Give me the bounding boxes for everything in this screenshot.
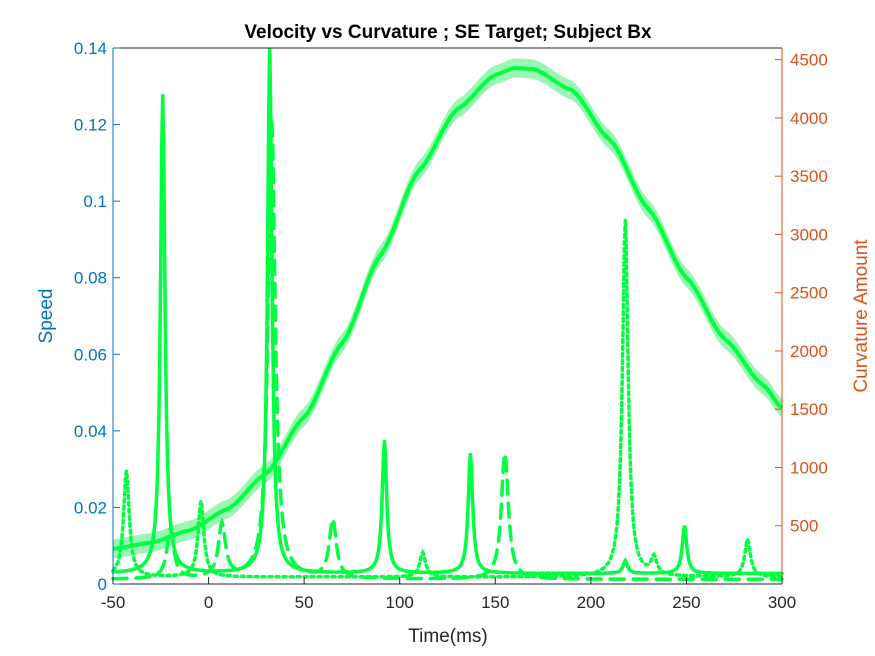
left-tick-label: 0.08 (74, 269, 107, 288)
left-axis-label: Speed (36, 289, 57, 344)
x-tick-label: 0 (204, 593, 213, 612)
left-tick-label: 0.1 (83, 192, 107, 211)
right-tick-label: 2500 (790, 284, 828, 303)
right-tick-label: 1500 (790, 400, 828, 419)
speed-band (113, 58, 782, 559)
chart-title: Velocity vs Curvature ; SE Target; Subje… (244, 22, 652, 43)
curvature-line-dotted (111, 220, 784, 579)
right-tick-label: 500 (790, 517, 818, 536)
left-tick-label: 0.04 (74, 422, 107, 441)
axes: 00.020.040.060.080.10.120.14 50010001500… (74, 39, 828, 612)
left-tick-label: 0.14 (74, 39, 107, 58)
speed-confidence-band (113, 58, 782, 559)
left-tick-label: 0.06 (74, 345, 107, 364)
right-tick-label: 3500 (790, 167, 828, 186)
x-axis-label: Time(ms) (408, 626, 488, 647)
x-tick-label: 100 (386, 593, 414, 612)
right-tick-label: 4500 (790, 51, 828, 70)
x-tick-label: 250 (672, 593, 700, 612)
x-tick-label: 200 (577, 593, 605, 612)
curvature-line-dashed (111, 117, 784, 582)
x-tick-label: -50 (101, 593, 126, 612)
speed-series (112, 65, 784, 551)
x-tick-label: 300 (768, 593, 796, 612)
plot-area (111, 47, 784, 582)
speed-line (112, 65, 784, 551)
curvature-line-solid (111, 47, 784, 576)
right-tick-label: 1000 (790, 458, 828, 477)
right-tick-label: 2000 (790, 342, 828, 361)
x-tick-label: 150 (481, 593, 509, 612)
right-tick-label: 3000 (790, 225, 828, 244)
left-tick-label: 0 (98, 575, 107, 594)
right-axis-label: Curvature Amount (851, 239, 872, 393)
right-tick-label: 4000 (790, 109, 828, 128)
left-axis-ticks: 0 0.02 0.04 0.06 0.08 0.1 0.12 0.14 (74, 39, 120, 594)
x-tick-label: 50 (295, 593, 314, 612)
left-tick-label: 0.02 (74, 498, 107, 517)
x-axis-ticks: -50 0 50 100 150 200 250 300 (101, 577, 796, 612)
right-axis-ticks: 500 1000 1500 2000 2500 3000 3500 4000 4500 (775, 51, 828, 536)
left-tick-label: 0.12 (74, 116, 107, 135)
curvature-series (111, 47, 784, 582)
